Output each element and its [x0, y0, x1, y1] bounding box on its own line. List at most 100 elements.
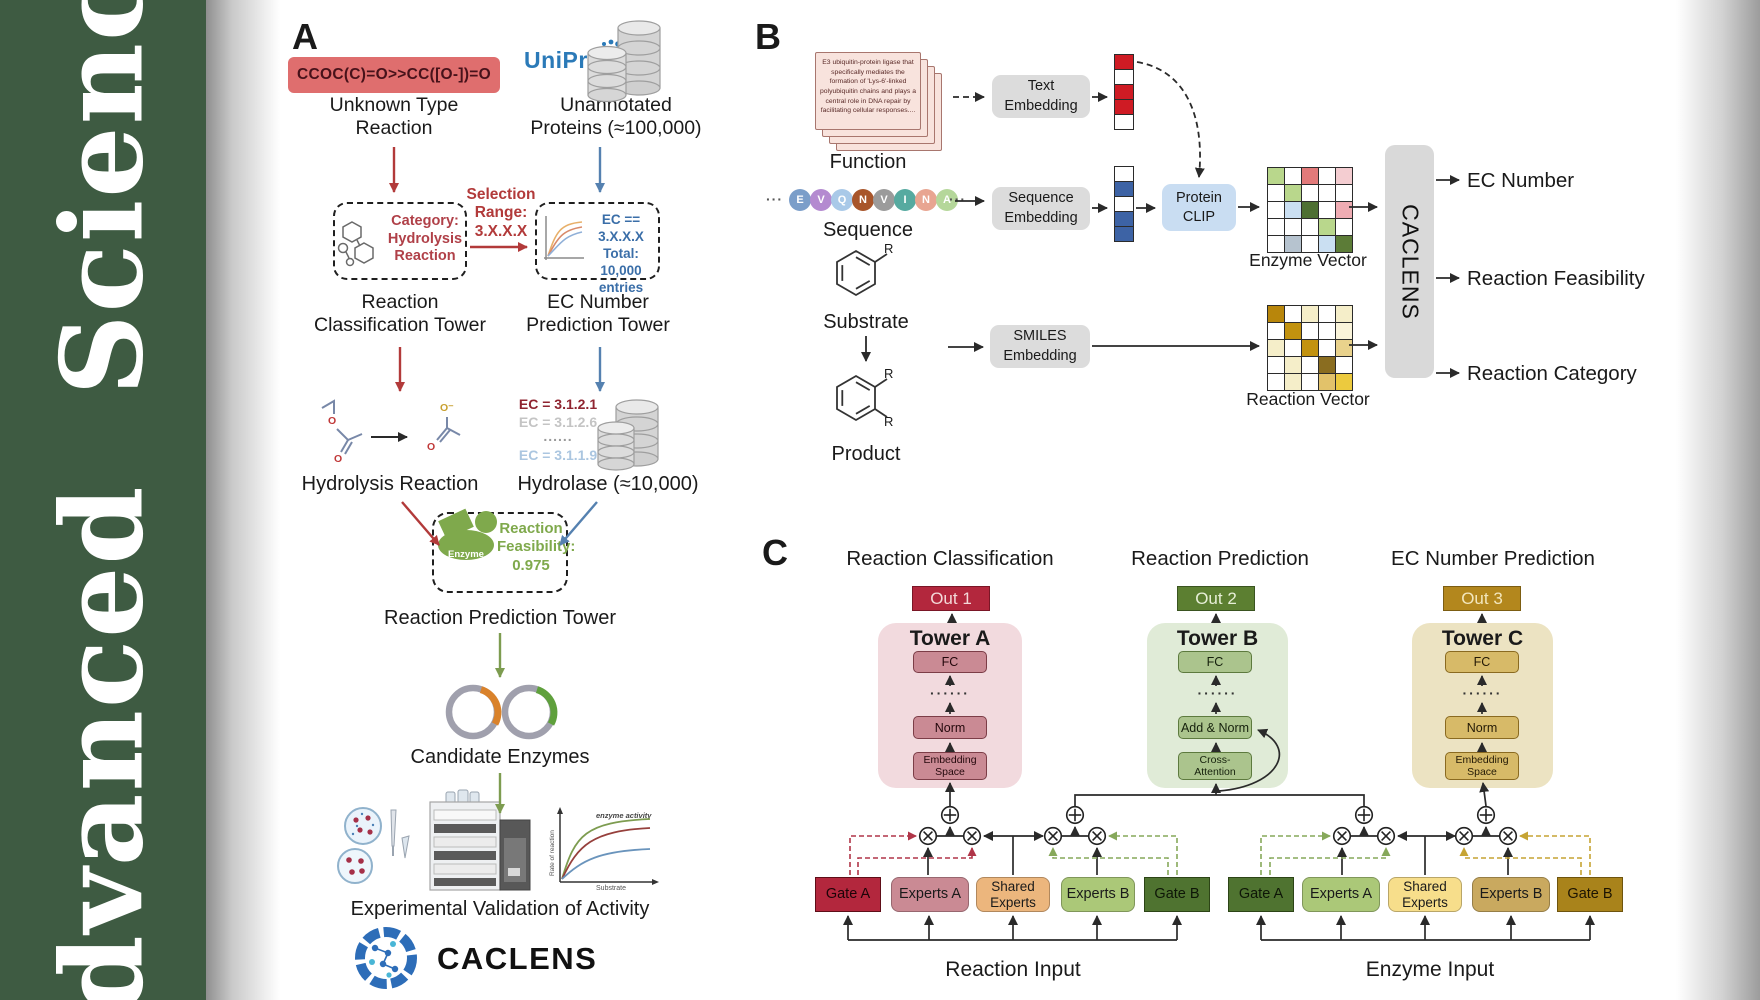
panel-b-label: B: [755, 16, 781, 57]
out2-box: Out 2: [1177, 586, 1255, 611]
enzyme-input-label: Enzyme Input: [1365, 958, 1495, 981]
sequence-vector: [1114, 166, 1134, 243]
sum-icon: [1065, 805, 1085, 825]
vector-cell: [1285, 374, 1301, 390]
page-edge-shadow-right: [1676, 0, 1760, 1000]
product-label: Product: [831, 443, 901, 465]
vector-cell: [1302, 168, 1318, 184]
vector-cell: [1336, 236, 1352, 252]
hplc-instrument-icon: [429, 789, 531, 891]
moe-left-shared-experts: Shared Experts: [976, 877, 1050, 912]
caclens-bar-label: CACLENS: [1397, 203, 1423, 320]
reaction-vector-label: Reaction Vector: [1246, 389, 1370, 409]
vector-cell: [1319, 357, 1335, 373]
tower-c-dots: ······: [1462, 685, 1503, 701]
atom-o: O: [427, 441, 436, 453]
tower-a-norm: Norm: [913, 716, 987, 739]
caclens-wordmark: CACLENS: [437, 941, 598, 976]
moe-right-shared-experts: Shared Experts: [1388, 877, 1462, 912]
vector-cell: [1319, 323, 1335, 339]
vector-cell: [1268, 168, 1284, 184]
vector-cell: [1268, 323, 1284, 339]
reaction-vector-matrix: [1267, 305, 1353, 391]
vector-cell: [1336, 202, 1352, 218]
moe-left-gate-b: Gate B: [1144, 877, 1210, 912]
vector-cell: [1285, 323, 1301, 339]
vector-cell: [1336, 374, 1352, 390]
kinetics-xlabel: Substrate: [596, 885, 626, 892]
tower-b-title: Tower B: [1176, 627, 1259, 650]
text-embedding-box: Text Embedding: [992, 75, 1090, 118]
validation-label: Experimental Validation of Activity: [350, 898, 650, 920]
candidate-enzymes-label: Candidate Enzymes: [410, 746, 590, 768]
classification-tower-label: Reaction Classification Tower: [314, 291, 486, 337]
substrate-benzene-icon: [836, 249, 888, 297]
sequence-embedding-box: Sequence Embedding: [992, 187, 1090, 230]
tower-a-dots: ······: [930, 685, 970, 701]
function-label: Function: [829, 151, 907, 173]
vector-cell: [1285, 202, 1301, 218]
r-group-label: R: [884, 414, 894, 429]
pipette-icon: [390, 809, 410, 859]
ester-molecule-icon: [321, 399, 363, 455]
vector-cell: [1285, 236, 1301, 252]
header-reaction-classification: Reaction Classification: [846, 547, 1054, 570]
sum-icon: [940, 805, 960, 825]
moe-left-gate-a: Gate A: [815, 877, 881, 912]
tower-b-dots: ······: [1197, 685, 1238, 701]
vector-cell: [1268, 340, 1284, 356]
multiply-icon: [1332, 826, 1352, 846]
kinetics-ylabel: Rate of reaction: [549, 830, 556, 876]
tower-a-base: Embedding Space: [913, 752, 987, 780]
reaction-prediction-tower-label: Reaction Prediction Tower: [384, 607, 616, 629]
ec-list-item: EC = 3.1.2.6: [518, 414, 598, 430]
multiply-icon: [1087, 826, 1107, 846]
atom-o: O: [334, 453, 343, 465]
vector-cell: [1319, 202, 1335, 218]
vector-cell: [1268, 219, 1284, 235]
ec-list-item: EC = 3.1.2.1: [518, 396, 598, 412]
journal-sidebar: Advanced Science: [0, 0, 206, 1000]
vector-cell: [1319, 306, 1335, 322]
vector-cell: [1336, 219, 1352, 235]
sum-icon: [1476, 805, 1496, 825]
vector-cell: [1268, 306, 1284, 322]
output-reaction-feasibility: Reaction Feasibility: [1467, 267, 1645, 290]
kinetics-annotation: enzyme activity: [596, 811, 652, 820]
tower-c: Tower C FC ······ Norm Embedding Space: [1412, 623, 1553, 788]
enzyme-vector-matrix: [1267, 167, 1353, 253]
vector-cell: [1336, 306, 1352, 322]
vector-cell: [1285, 306, 1301, 322]
product-benzene-icon: [836, 374, 888, 422]
vector-cell: [1319, 168, 1335, 184]
tower-a-title: Tower A: [909, 627, 991, 650]
text-vector: [1114, 54, 1134, 131]
panel-c-gate-wires: [849, 831, 1591, 875]
residue-circle: V: [810, 189, 832, 211]
vector-cell: [1336, 340, 1352, 356]
vector-cell: [1319, 219, 1335, 235]
moe-left-experts-a: Experts A: [891, 877, 969, 912]
vector-cell: [1268, 236, 1284, 252]
tower-a: Tower A FC ······ Norm Embedding Space: [878, 623, 1022, 788]
vector-cell: [1302, 236, 1318, 252]
feasibility-box: [432, 512, 568, 593]
protein-clip-box: Protein CLIP: [1162, 184, 1236, 231]
multiply-icon: [1376, 826, 1396, 846]
vector-cell: [1319, 340, 1335, 356]
unknown-type-label: Unknown Type Reaction: [329, 94, 459, 140]
multiply-icon: [1043, 826, 1063, 846]
vector-cell: [1285, 168, 1301, 184]
page-edge-shadow-left: [206, 0, 280, 1000]
vector-cell: [1302, 219, 1318, 235]
ec-filter-label: EC == 3.X.X.X Total: 10,000 entries: [598, 212, 644, 295]
sequence-label: Sequence: [822, 219, 914, 241]
vector-cell: [1302, 185, 1318, 201]
vector-cell: [1285, 185, 1301, 201]
reaction-input-label: Reaction Input: [945, 958, 1081, 981]
enzyme-vector-label: Enzyme Vector: [1249, 250, 1367, 270]
output-ec-number: EC Number: [1467, 169, 1575, 192]
tower-c-norm: Norm: [1445, 716, 1519, 739]
vector-cell: [1302, 374, 1318, 390]
